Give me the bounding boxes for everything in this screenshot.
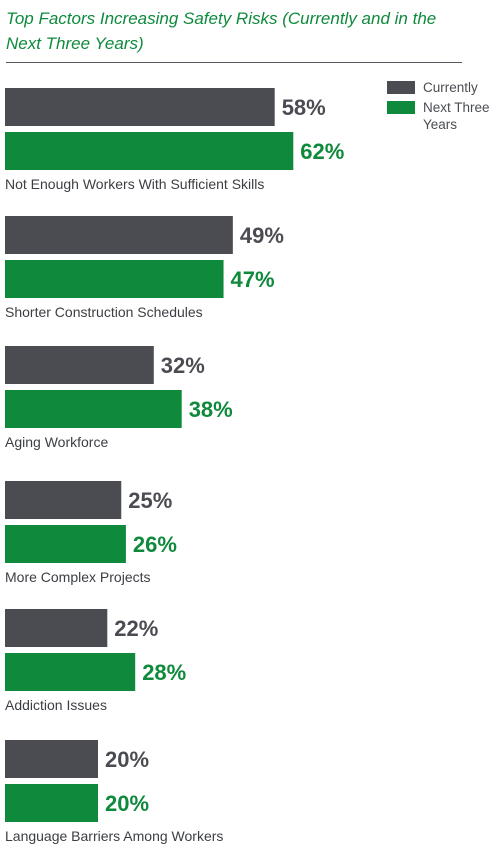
bar-currently-1 bbox=[5, 88, 275, 126]
category-label-2: Shorter Construction Schedules bbox=[5, 304, 203, 320]
bar-currently-3 bbox=[5, 346, 154, 384]
bar-next-three-years-1 bbox=[5, 132, 294, 170]
legend-label-currently: Currently bbox=[423, 80, 478, 95]
bar-currently-2 bbox=[5, 216, 233, 254]
bar-currently-4 bbox=[5, 481, 122, 519]
data-label-currently-3: 32% bbox=[161, 353, 205, 378]
legend-item-next-three-years: Next Three Years bbox=[387, 99, 501, 133]
data-label-next-three-years-6: 20% bbox=[105, 791, 149, 816]
legend-label-next-three-years: Next Three Years bbox=[423, 100, 490, 132]
legend-swatch-currently bbox=[387, 81, 415, 94]
bar-currently-5 bbox=[5, 609, 108, 647]
data-label-currently-2: 49% bbox=[240, 223, 284, 248]
data-label-currently-1: 58% bbox=[282, 95, 326, 120]
data-label-next-three-years-4: 26% bbox=[133, 532, 177, 557]
category-label-3: Aging Workforce bbox=[5, 434, 108, 450]
chart-title: Top Factors Increasing Safety Risks (Cur… bbox=[6, 9, 437, 53]
title-divider bbox=[6, 62, 462, 63]
legend-item-currently: Currently bbox=[387, 79, 501, 96]
data-label-next-three-years-2: 47% bbox=[231, 267, 275, 292]
bar-next-three-years-4 bbox=[5, 525, 126, 563]
category-label-4: More Complex Projects bbox=[5, 569, 151, 585]
category-label-6: Language Barriers Among Workers bbox=[5, 828, 223, 844]
data-label-next-three-years-3: 38% bbox=[189, 397, 233, 422]
bar-next-three-years-3 bbox=[5, 390, 182, 428]
data-label-currently-4: 25% bbox=[128, 488, 172, 513]
category-label-5: Addiction Issues bbox=[5, 697, 107, 713]
bar-next-three-years-2 bbox=[5, 260, 224, 298]
bar-next-three-years-5 bbox=[5, 653, 136, 691]
bar-currently-6 bbox=[5, 740, 98, 778]
data-label-currently-6: 20% bbox=[105, 747, 149, 772]
legend: Currently Next Three Years bbox=[387, 79, 501, 136]
legend-swatch-next-three-years bbox=[387, 101, 415, 114]
bar-next-three-years-6 bbox=[5, 784, 98, 822]
category-label-1: Not Enough Workers With Sufficient Skill… bbox=[5, 176, 264, 192]
data-label-next-three-years-5: 28% bbox=[142, 660, 186, 685]
data-label-currently-5: 22% bbox=[114, 616, 158, 641]
data-label-next-three-years-1: 62% bbox=[300, 139, 344, 164]
